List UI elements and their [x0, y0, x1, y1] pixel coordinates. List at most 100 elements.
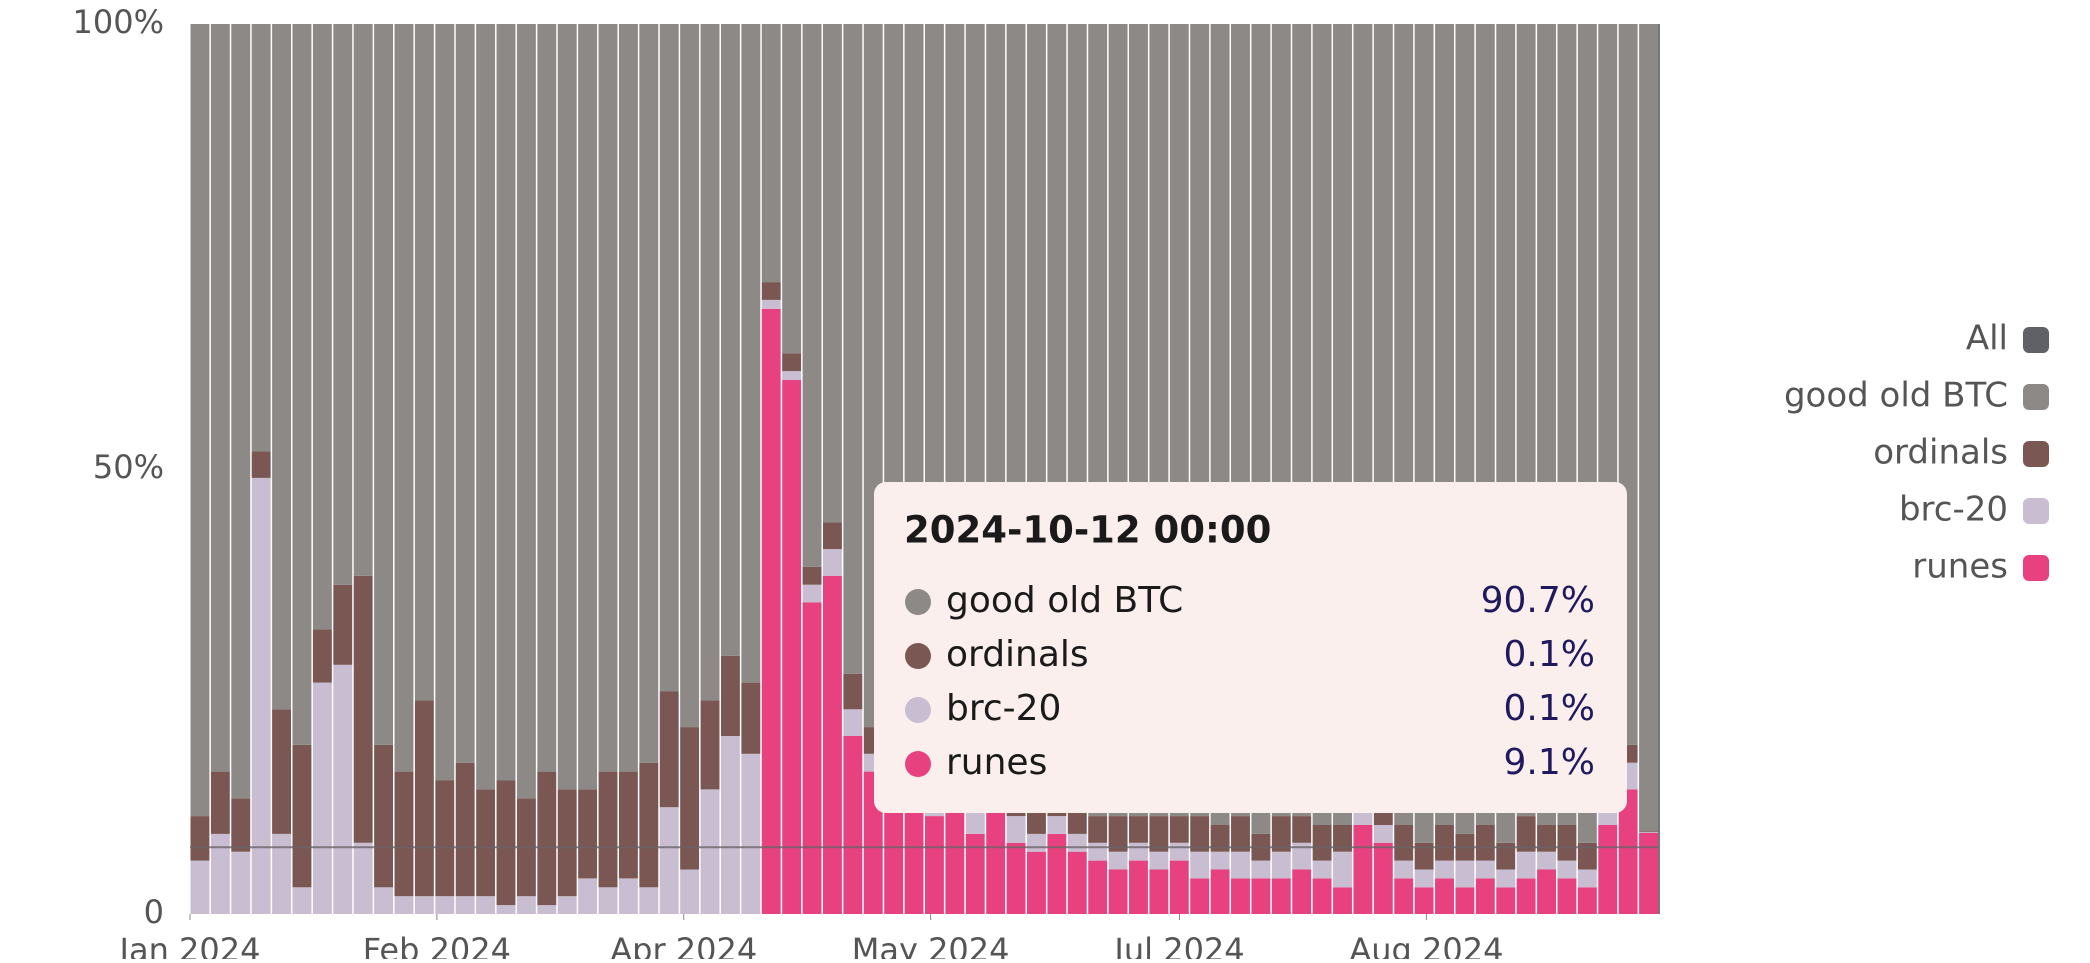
bar-segment	[1496, 842, 1516, 870]
bar-segment	[1190, 851, 1210, 879]
tooltip-box	[874, 482, 1627, 813]
bar-segment	[1557, 825, 1577, 861]
bar-segment	[782, 24, 802, 354]
tooltip-series-name: good old BTC	[946, 580, 1183, 621]
bar-segment	[455, 896, 475, 914]
bar-segment	[761, 282, 781, 300]
bar-segment	[986, 807, 1006, 914]
bar-segment	[210, 833, 230, 914]
bar-segment	[578, 789, 598, 879]
bar-segment	[1312, 878, 1332, 914]
bar-segment	[1333, 887, 1352, 914]
bar-segment	[802, 566, 822, 585]
bar-segment	[884, 807, 904, 914]
bar-segment	[700, 789, 720, 914]
tooltip: 2024-10-12 00:00 good old BTC 90.7% ordinal…	[874, 482, 1627, 813]
bar-segment	[1475, 878, 1495, 914]
bar-segment	[1516, 816, 1536, 852]
bar-segment	[557, 24, 577, 790]
bar-segment	[496, 24, 516, 781]
bar-segment	[639, 24, 659, 763]
bar-segment	[782, 353, 802, 372]
bar-segment	[843, 673, 863, 710]
bar-segment	[516, 24, 536, 799]
bar-segment	[578, 878, 598, 914]
tooltip-marker	[905, 643, 931, 669]
bar-segment	[904, 789, 924, 914]
bar-segment	[1435, 825, 1454, 861]
bar-segment	[394, 896, 414, 914]
bar-segment	[1108, 851, 1128, 870]
bar-segment	[1577, 842, 1597, 870]
legend-swatch	[2023, 441, 2049, 467]
tooltip-marker	[905, 589, 931, 615]
bar-segment	[618, 878, 638, 914]
bar-segment	[802, 602, 822, 914]
bar-segment	[1373, 842, 1393, 914]
bar-segment	[435, 780, 455, 897]
bar-segment	[1292, 869, 1312, 914]
bar-segment	[333, 584, 353, 665]
y-tick-label: 100%	[73, 3, 164, 41]
bar-segment	[965, 833, 985, 914]
legend-label: brc-20	[1899, 490, 2008, 530]
tooltip-marker	[905, 751, 931, 777]
bar-segment	[1312, 825, 1332, 861]
bar-segment	[251, 24, 271, 452]
bar-segment	[537, 905, 557, 914]
x-tick-label: Jul 2024	[1112, 931, 1244, 959]
bar-segment	[1088, 816, 1108, 843]
tooltip-series-name: brc-20	[946, 688, 1061, 729]
bar-segment	[1169, 816, 1189, 843]
bar-segment	[414, 896, 434, 914]
bar-segment	[1516, 878, 1536, 914]
legend-label: All	[1966, 319, 2008, 359]
bar-segment	[1435, 860, 1454, 879]
bar-segment	[1455, 887, 1475, 914]
bar-segment	[1149, 851, 1169, 870]
x-tick-label: Feb 2024	[363, 931, 511, 959]
bar-segment	[374, 887, 394, 914]
bar-segment	[639, 762, 659, 888]
bar-segment	[435, 896, 455, 914]
bar-segment	[1557, 878, 1577, 914]
bar-segment	[1639, 832, 1658, 834]
bar-segment	[557, 896, 577, 914]
bar-segment	[1149, 869, 1169, 914]
bar-segment	[1292, 816, 1312, 843]
bar-segment	[1047, 833, 1067, 914]
bar-segment	[1475, 825, 1495, 861]
bar-segment	[1435, 878, 1454, 914]
x-tick-label: Jan 2024	[118, 931, 261, 959]
bar-segment	[1394, 825, 1414, 861]
bar-segment	[822, 522, 842, 550]
bar-segment	[190, 816, 210, 861]
bar-segment	[822, 575, 842, 914]
bar-segment	[414, 24, 434, 701]
bar-segment	[333, 664, 353, 914]
bar-segment	[782, 371, 802, 380]
bar-segment	[374, 24, 394, 745]
bar-segment	[1394, 878, 1414, 914]
bar-segment	[700, 24, 720, 701]
bar-segment	[1108, 869, 1128, 914]
bar-segment	[1190, 878, 1210, 914]
bar-segment	[1577, 869, 1597, 888]
bar-segment	[1414, 887, 1434, 914]
bar-segment	[1271, 851, 1291, 879]
bar-segment	[741, 24, 761, 683]
bar-segment	[1333, 851, 1352, 888]
bar-segment	[312, 682, 332, 914]
bar-segment	[272, 24, 292, 710]
bar-segment	[394, 771, 414, 897]
legend-swatch	[2023, 555, 2049, 581]
bar-segment	[1108, 816, 1128, 852]
bar-segment	[720, 655, 740, 736]
bar-segment	[1169, 860, 1189, 914]
y-tick-label: 50%	[93, 448, 164, 486]
bar-segment	[496, 780, 516, 906]
bar-segment	[476, 24, 496, 790]
bar-segment	[292, 887, 312, 914]
